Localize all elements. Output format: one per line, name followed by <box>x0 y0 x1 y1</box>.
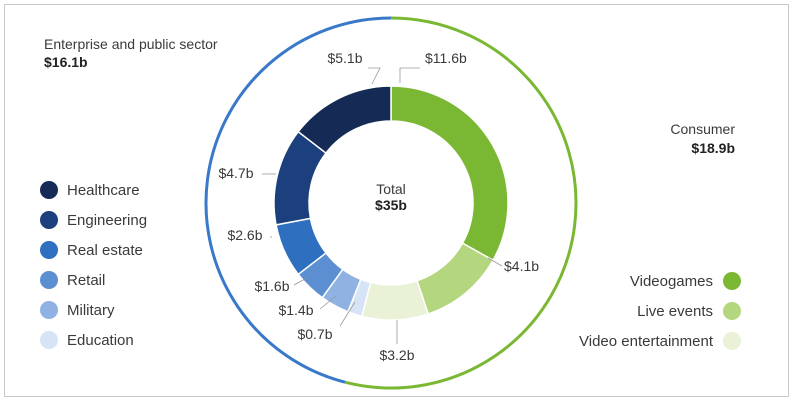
slice-healthcare <box>297 85 392 155</box>
value-label-video-entertainment: $3.2b <box>379 347 414 363</box>
slice-video-entertainment <box>360 279 430 321</box>
value-label-military: $1.4b <box>278 302 313 318</box>
value-label-retail: $1.6b <box>254 278 289 294</box>
legend-label-healthcare: Healthcare <box>67 181 140 199</box>
leader-healthcare <box>368 67 381 85</box>
leader-retail <box>293 278 306 286</box>
value-label-real-estate: $2.6b <box>227 227 262 243</box>
legend-item-healthcare: Healthcare <box>40 181 140 199</box>
center-title: Total <box>376 181 406 197</box>
legend-swatch-retail <box>40 271 58 289</box>
leader-lines <box>262 67 503 344</box>
legend-label-engineering: Engineering <box>67 211 148 229</box>
legend-item-retail: Retail <box>40 271 105 289</box>
legend-swatch-real-estate <box>40 241 58 259</box>
ring-consumer <box>344 16 578 390</box>
legend-item-real-estate: Real estate <box>40 241 143 259</box>
leader-videogames <box>399 67 420 83</box>
legend-label-live-events: Live events <box>637 302 713 320</box>
donut-slices <box>273 85 509 321</box>
group-title-enterprise: Enterprise and public sector <box>44 36 218 52</box>
chart-frame <box>4 4 789 397</box>
center-value: $35b <box>375 197 407 213</box>
legend-swatch-education <box>40 331 58 349</box>
legend-item-engineering: Engineering <box>40 211 147 229</box>
legend-swatch-video-entertainment <box>723 332 741 350</box>
value-label-live-events: $4.1b <box>504 258 539 274</box>
legend-label-military: Military <box>67 301 115 319</box>
leader-live-events <box>487 257 503 267</box>
legend-swatch-videogames <box>723 272 741 290</box>
legend-item-military: Military <box>40 301 115 319</box>
value-label-healthcare: $5.1b <box>327 50 362 66</box>
legend-label-videogames: Videogames <box>629 272 713 290</box>
value-label-education: $0.7b <box>297 326 332 342</box>
leader-education <box>339 301 356 327</box>
ring-enterprise <box>204 16 391 384</box>
center-label: Total $35b <box>331 181 451 213</box>
leader-military <box>319 295 337 310</box>
slice-videogames <box>390 85 509 262</box>
legend-item-video-entertainment: Video entertainment <box>579 332 741 350</box>
value-label-engineering: $4.7b <box>218 165 253 181</box>
slice-live-events <box>416 242 495 315</box>
value-label-videogames: $11.6b <box>425 50 467 66</box>
legend-item-videogames: Videogames <box>630 272 741 290</box>
legend-swatch-healthcare <box>40 181 58 199</box>
legend-item-live-events: Live events <box>637 302 741 320</box>
group-title-consumer: Consumer <box>670 121 735 137</box>
slice-labels: $11.6b $4.1b $3.2b $0.7b $1.4b $1.6b $2.6b $4.7… <box>218 50 539 363</box>
legend-label-retail: Retail <box>67 271 106 289</box>
group-value-consumer: $18.9b <box>691 140 735 156</box>
legend-swatch-engineering <box>40 211 58 229</box>
legend-label-video-entertainment: Video entertainment <box>579 332 713 350</box>
legend-label-education: Education <box>67 331 134 349</box>
legend-item-education: Education <box>40 331 134 349</box>
legend-label-real-estate: Real estate <box>67 241 143 259</box>
legend-swatch-military <box>40 301 58 319</box>
legend-swatch-live-events <box>723 302 741 320</box>
group-value-enterprise: $16.1b <box>44 54 88 70</box>
outer-ring <box>204 16 578 390</box>
